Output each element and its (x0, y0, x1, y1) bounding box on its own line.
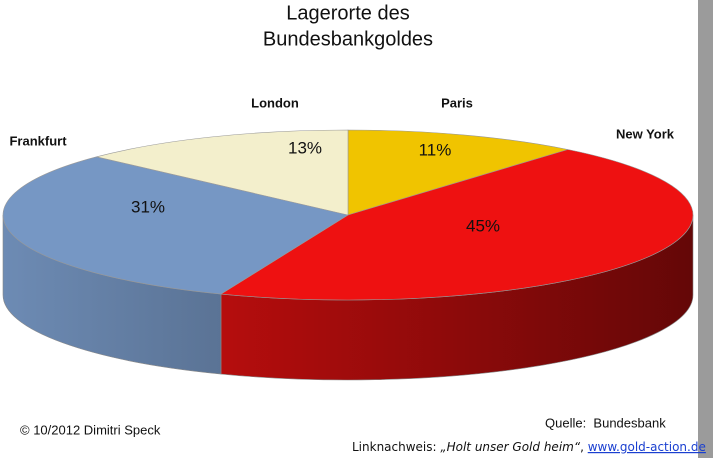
slice (347, 129, 568, 216)
pie: Paris 11% New York 45% Frankfurt 31% London 13% (2, 95, 694, 381)
value-label: 31% (131, 197, 165, 216)
category-label: New York (616, 126, 675, 141)
side-bar (698, 0, 713, 458)
chart-title: Bundesbankgoldes (263, 28, 433, 50)
source: Quelle: Bundesbank (545, 415, 666, 430)
copyright: © 10/2012 Dimitri Speck (20, 422, 161, 437)
category-label: Frankfurt (9, 133, 67, 148)
category-label: Paris (441, 95, 473, 110)
link-sep: , (580, 440, 588, 454)
slice (2, 156, 349, 295)
slice (96, 129, 349, 216)
link-prefix: Linknachweis: (352, 440, 440, 454)
value-label: 11% (419, 140, 452, 159)
link-line: Linknachweis: „Holt unser Gold heim“, ww… (352, 440, 706, 454)
link-url[interactable]: www.gold-action.de (588, 440, 706, 454)
value-label: 45% (466, 216, 500, 235)
category-label: London (251, 95, 299, 110)
chart-title: Lagerorte des (286, 2, 409, 24)
slice (220, 149, 694, 301)
value-label: 13% (288, 138, 322, 157)
link-quote: „Holt unser Gold heim“ (440, 440, 580, 454)
